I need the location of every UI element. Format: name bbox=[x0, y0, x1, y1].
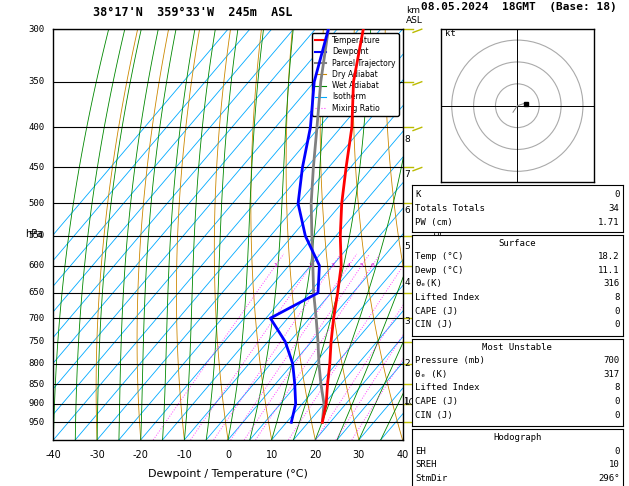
Text: 296°: 296° bbox=[598, 474, 620, 483]
Text: 800: 800 bbox=[28, 359, 45, 368]
Text: 6: 6 bbox=[404, 206, 410, 215]
Text: LCL: LCL bbox=[404, 398, 420, 407]
Text: 700: 700 bbox=[28, 313, 45, 323]
Text: 4: 4 bbox=[347, 263, 351, 268]
Text: 20: 20 bbox=[309, 450, 321, 460]
Text: 40: 40 bbox=[396, 450, 409, 460]
Text: 8: 8 bbox=[404, 135, 410, 144]
Text: Most Unstable: Most Unstable bbox=[482, 343, 552, 351]
Text: 6: 6 bbox=[370, 263, 374, 268]
Text: 400: 400 bbox=[28, 123, 45, 132]
Text: Totals Totals: Totals Totals bbox=[415, 204, 485, 213]
Text: -10: -10 bbox=[177, 450, 192, 460]
Text: 750: 750 bbox=[28, 337, 45, 346]
Text: 0: 0 bbox=[614, 191, 620, 199]
Text: 500: 500 bbox=[28, 199, 45, 208]
Text: 5: 5 bbox=[360, 263, 364, 268]
Legend: Temperature, Dewpoint, Parcel Trajectory, Dry Adiabat, Wet Adiabat, Isotherm, Mi: Temperature, Dewpoint, Parcel Trajectory… bbox=[311, 33, 399, 116]
Text: Dewpoint / Temperature (°C): Dewpoint / Temperature (°C) bbox=[148, 469, 308, 479]
Text: Lifted Index: Lifted Index bbox=[415, 383, 480, 392]
Text: Hodograph: Hodograph bbox=[493, 433, 542, 442]
Text: 550: 550 bbox=[28, 231, 45, 241]
Text: 900: 900 bbox=[28, 399, 45, 408]
Text: Mixing Ratio (g/kg): Mixing Ratio (g/kg) bbox=[433, 212, 442, 298]
Text: 700: 700 bbox=[603, 356, 620, 365]
Text: 10: 10 bbox=[609, 460, 620, 469]
Text: 11.1: 11.1 bbox=[598, 266, 620, 275]
Text: CAPE (J): CAPE (J) bbox=[415, 307, 458, 315]
Text: 600: 600 bbox=[28, 261, 45, 270]
Text: 38°17'N  359°33'W  245m  ASL: 38°17'N 359°33'W 245m ASL bbox=[93, 6, 293, 19]
Text: 1.71: 1.71 bbox=[598, 218, 620, 226]
Text: K: K bbox=[415, 191, 421, 199]
Text: 350: 350 bbox=[28, 77, 45, 86]
Text: CIN (J): CIN (J) bbox=[415, 320, 453, 329]
Text: Dewp (°C): Dewp (°C) bbox=[415, 266, 464, 275]
Text: 1: 1 bbox=[404, 398, 410, 406]
Text: Temp (°C): Temp (°C) bbox=[415, 252, 464, 261]
Text: km
ASL: km ASL bbox=[406, 6, 423, 25]
Text: 316: 316 bbox=[603, 279, 620, 288]
Text: 0: 0 bbox=[614, 320, 620, 329]
Text: hPa: hPa bbox=[25, 229, 43, 240]
Text: 7: 7 bbox=[404, 171, 410, 179]
Text: 850: 850 bbox=[28, 380, 45, 389]
Text: 650: 650 bbox=[28, 288, 45, 297]
Text: 34: 34 bbox=[609, 204, 620, 213]
Text: 450: 450 bbox=[28, 163, 45, 172]
Text: 08.05.2024  18GMT  (Base: 18): 08.05.2024 18GMT (Base: 18) bbox=[421, 2, 617, 12]
Text: 2: 2 bbox=[404, 359, 410, 368]
Text: 300: 300 bbox=[28, 25, 45, 34]
Text: 3: 3 bbox=[404, 317, 410, 326]
Text: -20: -20 bbox=[133, 450, 148, 460]
Text: 0: 0 bbox=[614, 307, 620, 315]
Text: CAPE (J): CAPE (J) bbox=[415, 397, 458, 406]
Text: SREH: SREH bbox=[415, 460, 437, 469]
Text: Pressure (mb): Pressure (mb) bbox=[415, 356, 485, 365]
Text: Surface: Surface bbox=[499, 239, 536, 247]
Text: -30: -30 bbox=[89, 450, 105, 460]
Text: 950: 950 bbox=[28, 418, 45, 427]
Text: 3: 3 bbox=[331, 263, 335, 268]
Text: StmDir: StmDir bbox=[415, 474, 447, 483]
Text: 30: 30 bbox=[353, 450, 365, 460]
Text: CIN (J): CIN (J) bbox=[415, 411, 453, 419]
Text: 0: 0 bbox=[225, 450, 231, 460]
Text: 0: 0 bbox=[614, 397, 620, 406]
Text: Lifted Index: Lifted Index bbox=[415, 293, 480, 302]
Text: -40: -40 bbox=[45, 450, 62, 460]
Text: 2: 2 bbox=[309, 263, 313, 268]
Text: θₑ (K): θₑ (K) bbox=[415, 370, 447, 379]
Text: EH: EH bbox=[415, 447, 426, 455]
Text: 4: 4 bbox=[404, 278, 410, 287]
Text: 8: 8 bbox=[614, 383, 620, 392]
Text: 5: 5 bbox=[404, 242, 410, 251]
Text: kt: kt bbox=[445, 29, 456, 38]
Text: 18.2: 18.2 bbox=[598, 252, 620, 261]
Text: 1: 1 bbox=[274, 263, 277, 268]
Text: θₑ(K): θₑ(K) bbox=[415, 279, 442, 288]
Text: 0: 0 bbox=[614, 447, 620, 455]
Text: 10: 10 bbox=[265, 450, 278, 460]
Text: 8: 8 bbox=[614, 293, 620, 302]
Text: PW (cm): PW (cm) bbox=[415, 218, 453, 226]
Text: 317: 317 bbox=[603, 370, 620, 379]
Text: 0: 0 bbox=[614, 411, 620, 419]
